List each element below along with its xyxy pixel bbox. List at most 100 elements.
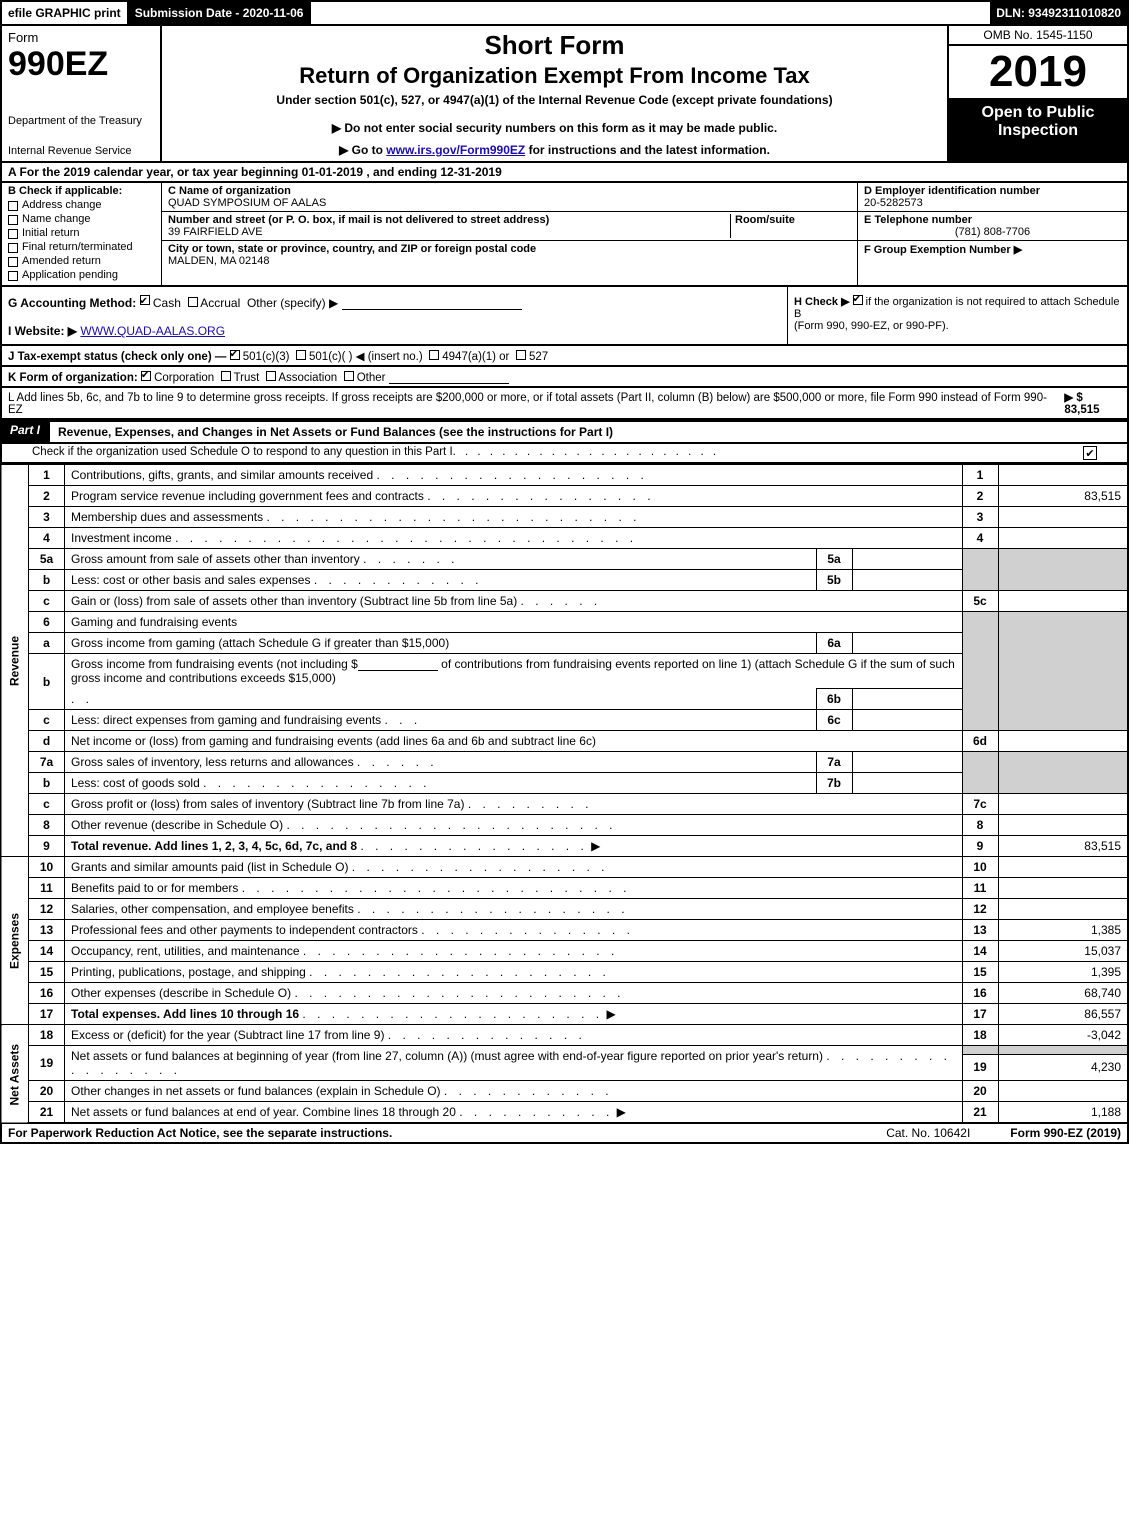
efile-label[interactable]: efile GRAPHIC print [2,2,129,24]
checkbox-icon[interactable] [8,271,18,281]
line-no: 3 [29,507,65,528]
line-rno: 13 [962,920,998,941]
d-label: D Employer identification number [864,185,1121,197]
grey-cell [998,1046,1128,1055]
k-corp: Corporation [154,372,214,384]
6b-amount-field[interactable] [358,657,438,671]
chk-trust[interactable] [221,371,231,381]
line-sm-val [852,633,962,654]
chk-501c3[interactable] [230,350,240,360]
omb-number: OMB No. 1545-1150 [949,26,1127,46]
line-val [998,731,1128,752]
part1-header: Part I Revenue, Expenses, and Changes in… [0,420,1129,444]
chk-corp[interactable] [141,371,151,381]
line-rno: 16 [962,983,998,1004]
k-other: Other [357,372,386,384]
part1-title: Revenue, Expenses, and Changes in Net As… [50,420,1129,444]
checkbox-icon[interactable] [8,215,18,225]
line-rno: 11 [962,878,998,899]
line-desc: Occupancy, rent, utilities, and maintena… [65,941,963,962]
line-rno: 1 [962,465,998,486]
return-title: Return of Organization Exempt From Incom… [170,63,939,89]
part1-sub: Check if the organization used Schedule … [0,444,1129,464]
line-desc: Net income or (loss) from gaming and fun… [65,731,963,752]
line-sm-no: 7a [816,752,852,773]
line-rno: 2 [962,486,998,507]
chk-501c[interactable] [296,350,306,360]
chk-address-change[interactable]: Address change [8,199,155,211]
checkbox-icon[interactable] [8,201,18,211]
chk-h[interactable] [853,295,863,305]
checkbox-icon[interactable] [8,243,18,253]
under-section: Under section 501(c), 527, or 4947(a)(1)… [170,93,939,107]
line-no: b [29,654,65,710]
chk-other[interactable] [344,371,354,381]
line-rno: 15 [962,962,998,983]
j-4947: 4947(a)(1) or [442,351,509,363]
g-cash: Cash [153,296,181,310]
line-desc: Other revenue (describe in Schedule O) .… [65,815,963,836]
line-val: 83,515 [998,486,1128,507]
line-rno: 9 [962,836,998,857]
line-val [998,507,1128,528]
line-desc: Grants and similar amounts paid (list in… [65,857,963,878]
website-link[interactable]: WWW.QUAD-AALAS.ORG [80,324,225,338]
section-c: C Name of organization QUAD SYMPOSIUM OF… [162,183,857,285]
ghi-block: G Accounting Method: Cash Accrual Other … [0,287,1129,346]
line-sm-val [852,773,962,794]
k-assoc: Association [278,372,337,384]
k-other-field[interactable] [389,370,509,384]
line-desc: Salaries, other compensation, and employ… [65,899,963,920]
line-desc: Total expenses. Add lines 10 through 16 … [65,1004,963,1025]
line-desc: Professional fees and other payments to … [65,920,963,941]
line-desc: Gross sales of inventory, less returns a… [65,752,817,773]
chk-name-change[interactable]: Name change [8,213,155,225]
line-desc: Other changes in net assets or fund bala… [65,1081,963,1102]
line-sm-val [852,570,962,591]
h-pre: H Check ▶ [794,296,850,308]
chk-cash[interactable] [140,295,150,305]
c-name-label: C Name of organization [168,185,851,197]
header-center: Short Form Return of Organization Exempt… [162,26,947,161]
line-val: 86,557 [998,1004,1128,1025]
chk-accrual[interactable] [188,297,198,307]
chk-amended-return[interactable]: Amended return [8,255,155,267]
chk-assoc[interactable] [266,371,276,381]
irs-link[interactable]: www.irs.gov/Form990EZ [386,143,525,157]
f-label: F Group Exemption Number ▶ [864,244,1022,256]
goto-pre: ▶ Go to [339,143,386,157]
phone-value: (781) 808-7706 [864,226,1121,238]
h-text3: (Form 990, 990-EZ, or 990-PF). [794,320,949,332]
chk-final-return[interactable]: Final return/terminated [8,241,155,253]
line-no: a [29,633,65,654]
chk-4947[interactable] [429,350,439,360]
chk-application-pending[interactable]: Application pending [8,269,155,281]
top-bar: efile GRAPHIC print Submission Date - 20… [0,0,1129,26]
side-netassets: Net Assets [1,1025,29,1124]
j-label: J Tax-exempt status (check only one) — [8,351,226,363]
chk-initial-return[interactable]: Initial return [8,227,155,239]
part1-check[interactable]: ✔ [1083,446,1097,460]
line-val [998,591,1128,612]
c-city-label: City or town, state or province, country… [168,243,851,255]
checkbox-icon[interactable] [8,229,18,239]
footer-right: Form 990-EZ (2019) [1010,1126,1121,1140]
line-sm-val [852,689,962,710]
line-sm-no: 6a [816,633,852,654]
line-sm-val [852,710,962,731]
line-rno: 19 [962,1054,998,1080]
section-def: D Employer identification number 20-5282… [857,183,1127,285]
part1-dots: . . . . . . . . . . . . . . . . . . . . … [453,446,1083,460]
line-desc: Benefits paid to or for members . . . . … [65,878,963,899]
tax-year: 2019 [949,46,1127,98]
line-sm-val [852,549,962,570]
g-other-field[interactable] [342,296,522,310]
chk-527[interactable] [516,350,526,360]
line-no: 21 [29,1102,65,1124]
checkbox-icon[interactable] [8,257,18,267]
l-text: L Add lines 5b, 6c, and 7b to line 9 to … [8,392,1058,416]
h-block: H Check ▶ if the organization is not req… [787,287,1127,344]
line-no: 11 [29,878,65,899]
line-desc: Gain or (loss) from sale of assets other… [65,591,963,612]
submission-date: Submission Date - 2020-11-06 [129,2,312,24]
